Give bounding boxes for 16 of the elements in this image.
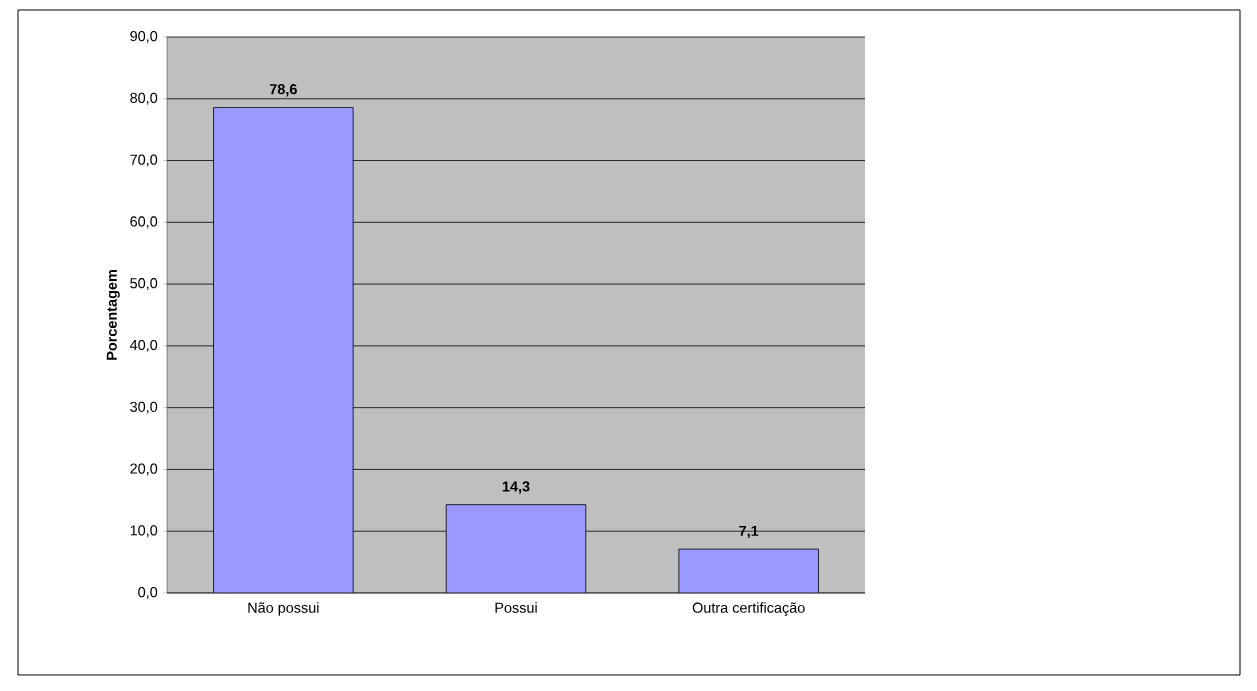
x-tick-label: Não possui — [248, 602, 319, 616]
y-tick-label: 0,0 — [138, 587, 158, 599]
y-tick-label: 40,0 — [129, 339, 158, 352]
y-tick-label: 60,0 — [130, 216, 158, 229]
y-tick-label: 80,0 — [130, 92, 158, 105]
data-label: 14,3 — [502, 481, 530, 494]
y-tick-label: 10,0 — [130, 525, 158, 538]
data-label: 78,6 — [269, 84, 297, 97]
y-tick-label: 90,0 — [130, 31, 158, 43]
y-tick-label: 70,0 — [130, 154, 158, 167]
x-tick-label: Possui — [495, 602, 537, 613]
y-tick-label: 30,0 — [130, 401, 158, 414]
y-tick-label: 50,0 — [130, 278, 158, 291]
y-axis-title: Porcentagem — [106, 270, 120, 360]
x-tick-label: Outra certificação — [692, 602, 805, 616]
y-tick-label: 20,0 — [130, 463, 158, 476]
